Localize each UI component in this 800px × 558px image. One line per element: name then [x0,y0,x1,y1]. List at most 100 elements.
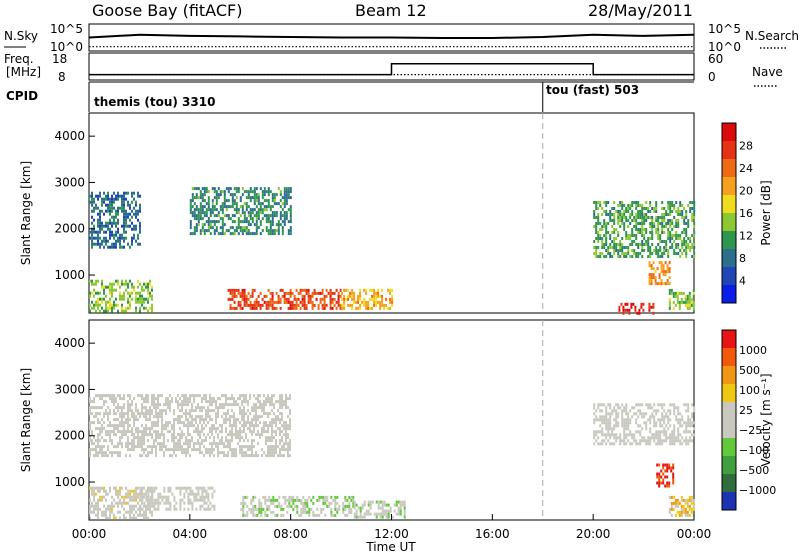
velocity-cell-1 [141,403,143,407]
power-cell-8 [684,297,687,301]
velocity-cell-2 [205,492,208,496]
power-cell-1 [139,206,141,210]
velocity-cell-1 [213,397,215,401]
power-cell-2 [271,193,274,197]
power-cell-0 [89,279,91,283]
power-cell-0 [151,297,153,301]
power-cell-0 [149,282,151,286]
power-cell-0 [147,309,149,313]
power-cell-2 [279,211,282,215]
power-cell-0 [135,306,137,310]
power-cell-5 [597,234,600,237]
power-cell-6 [634,305,637,309]
velocity-cell-5 [677,433,680,437]
velocity-cell-1 [211,424,213,428]
velocity-cell-1 [111,442,113,446]
velocity-cell-3 [326,495,329,499]
power-cell-1 [103,230,105,234]
velocity-cell-7 [682,507,685,511]
power-cell-3 [243,291,246,295]
velocity-cell-0 [119,489,121,493]
velocity-cell-1 [279,412,281,416]
power-cell-2 [249,199,252,203]
velocity-cell-2 [189,486,192,490]
power-cell-2 [251,196,254,200]
power-cell-3 [259,303,262,307]
velocity-cell-5 [601,433,604,437]
velocity-cell-1 [135,436,137,440]
velocity-cell-3 [292,498,295,502]
velocity-cell-1 [145,454,147,458]
range-tick-label: 1000 [54,475,85,489]
velocity-cell-1 [281,436,283,440]
power-cell-1 [115,221,117,225]
power-cell-1 [101,197,103,201]
velocity-cell-1 [189,415,191,419]
velocity-cell-2 [157,501,160,505]
velocity-cell-3 [350,498,353,502]
velocity-cell-0 [135,495,137,499]
range-tick-label: 3000 [54,175,85,189]
velocity-cell-5 [635,412,638,416]
power-cell-1 [131,191,133,195]
velocity-cell-3 [308,495,311,499]
power-cell-2 [261,196,264,200]
power-cell-1 [105,239,107,243]
power-cell-5 [663,207,666,210]
power-cell-5 [681,216,684,219]
velocity-cell-1 [201,397,203,401]
power-cell-5 [621,249,624,252]
power-cell-2 [207,223,210,227]
power-cell-4 [381,297,384,301]
power-cell-0 [97,306,99,310]
velocity-cell-1 [239,451,241,455]
power-cell-0 [95,300,97,304]
velocity-cell-5 [643,412,646,416]
velocity-cell-1 [169,448,171,452]
power-cell-0 [111,309,113,313]
power-cell-5 [657,216,660,219]
power-cell-2 [255,199,258,203]
power-cell-6 [636,311,639,315]
velocity-cell-5 [633,412,636,416]
velocity-cell-5 [635,421,638,425]
power-cell-5 [635,225,638,228]
velocity-cell-5 [619,433,622,437]
velocity-cell-1 [197,406,199,410]
power-cell-2 [201,208,204,212]
power-cell-5 [601,228,604,231]
power-cell-0 [125,306,127,310]
power-cell-1 [133,224,135,228]
power-cell-1 [131,209,133,213]
power-cell-7 [654,270,657,274]
power-cell-4 [361,300,364,304]
velocity-cell-3 [314,513,317,517]
power-cell-2 [195,229,198,233]
velocity-cell-1 [231,427,233,431]
velocity-cell-1 [185,400,187,404]
power-cell-7 [660,261,663,265]
velocity-cell-0 [109,510,111,514]
velocity-cell-3 [344,507,347,511]
velocity-cell-0 [141,513,143,517]
power-cell-5 [687,243,690,246]
power-cell-0 [127,282,129,286]
power-cell-5 [621,252,624,255]
velocity-cell-3 [282,513,285,517]
power-cell-5 [687,222,690,225]
power-cell-0 [147,300,149,304]
velocity-cell-1 [97,439,99,443]
power-cell-3 [331,297,334,301]
velocity-cell-1 [189,394,191,398]
velocity-cell-1 [241,394,243,398]
power-cell-2 [263,208,266,212]
velocity-cell-4 [397,509,400,513]
velocity-cell-1 [119,439,121,443]
velocity-cell-1 [233,415,235,419]
power-cell-8 [690,303,693,307]
power-cell-1 [93,236,95,240]
velocity-cell-1 [213,454,215,458]
velocity-cell-1 [279,439,281,443]
velocity-cell-0 [93,495,95,499]
power-cell-1 [103,245,105,249]
